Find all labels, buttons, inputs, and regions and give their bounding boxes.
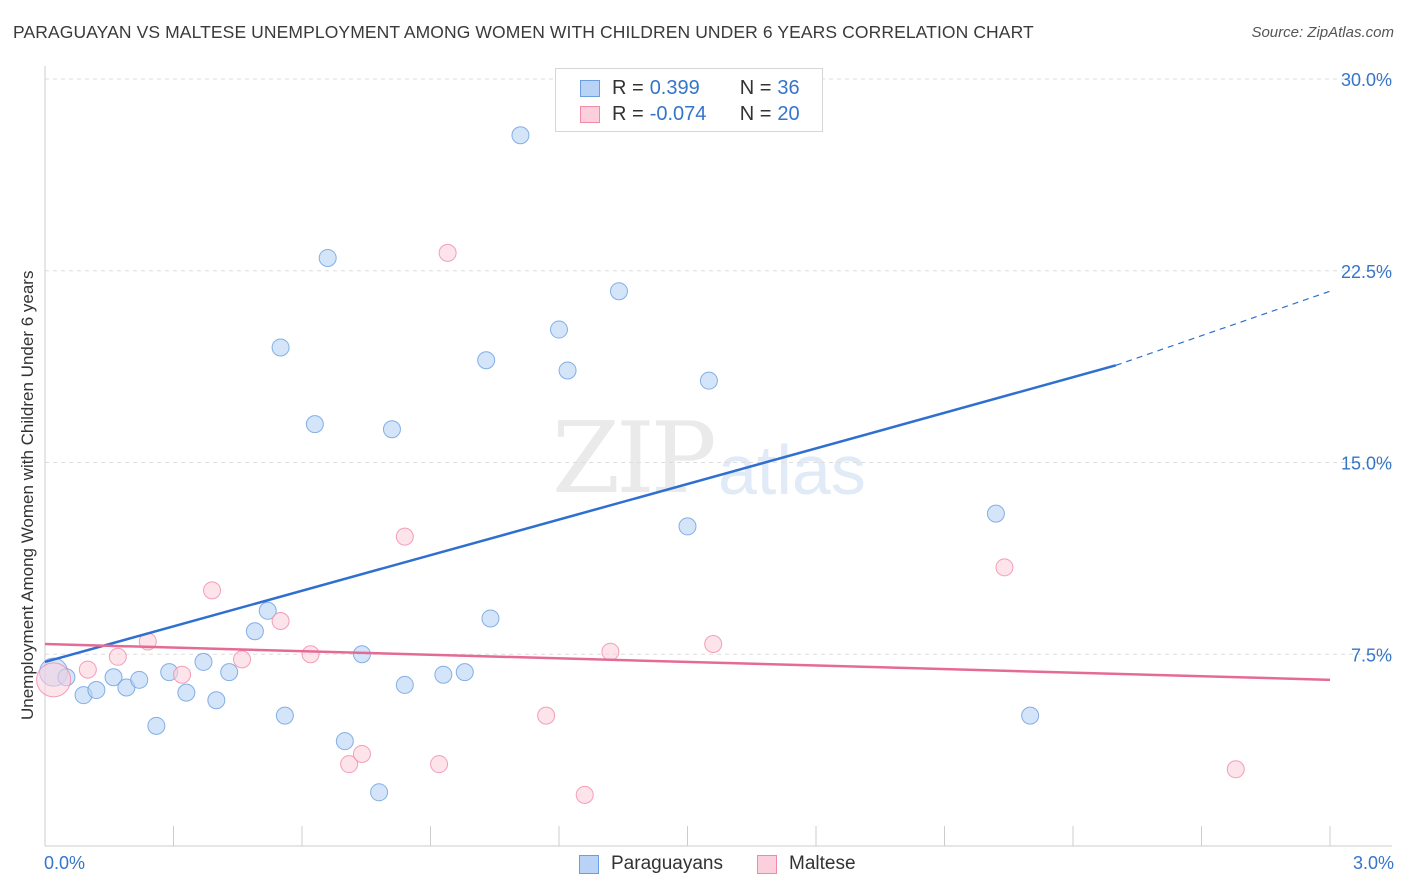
point-maltese (352, 744, 371, 763)
point-maltese (173, 665, 192, 684)
point-maltese (601, 642, 620, 661)
point-paraguayans (395, 675, 414, 694)
point-paraguayans (318, 248, 337, 267)
trendline-paraguayans-extension (1115, 290, 1331, 366)
point-paraguayans (220, 663, 239, 682)
point-paraguayans (130, 670, 149, 689)
legend-r-value: -0.074 (649, 102, 707, 125)
bottom-legend-swatch-paraguayans (579, 854, 599, 874)
point-maltese (395, 527, 414, 546)
point-maltese (575, 785, 594, 804)
trendline-maltese (44, 642, 1331, 682)
point-paraguayans (194, 652, 213, 671)
x-tick-min: 0.0% (44, 853, 86, 873)
point-paraguayans (177, 683, 196, 702)
point-maltese (1226, 760, 1245, 779)
y-tick-label: 15.0% (1341, 454, 1392, 474)
point-paraguayans (477, 351, 496, 370)
point-paraguayans (481, 609, 500, 628)
point-paraguayans (271, 338, 290, 357)
chart-title: PARAGUAYAN VS MALTESE UNEMPLOYMENT AMONG… (13, 22, 1034, 42)
point-maltese (438, 243, 457, 262)
point-paraguayans (699, 371, 718, 390)
point-paraguayans (335, 732, 354, 751)
point-paraguayans (370, 783, 389, 802)
trendline-paraguayans (44, 364, 1117, 664)
point-paraguayans (87, 681, 106, 700)
bottom-legend-label-paraguayans: Paraguayans (611, 853, 723, 874)
legend-r-label: R = (612, 76, 644, 99)
point-maltese (271, 612, 290, 631)
source-label: Source: ZipAtlas.com (1251, 24, 1394, 41)
bottom-legend-maltese: Maltese (757, 852, 856, 876)
point-paraguayans (550, 320, 568, 339)
point-maltese (704, 635, 723, 654)
point-maltese (78, 660, 97, 679)
y-tick-label: 22.5% (1341, 262, 1392, 282)
point-paraguayans (207, 691, 226, 710)
legend-n-label: N = (739, 102, 772, 125)
point-paraguayans (434, 665, 453, 684)
point-maltese (108, 647, 127, 666)
point-paraguayans (258, 601, 277, 620)
legend-n-label: N = (739, 76, 772, 99)
point-paraguayans (455, 663, 474, 682)
y-tick-label: 30.0% (1341, 70, 1392, 90)
legend-n-value: 36 (777, 76, 800, 99)
y-axis-label: Unemployment Among Women with Children U… (18, 270, 37, 720)
y-tick-label: 7.5% (1351, 645, 1392, 665)
point-paraguayans (986, 504, 1005, 523)
point-paraguayans (558, 361, 577, 380)
point-maltese (301, 645, 320, 664)
legend-r-label: R = (612, 102, 644, 125)
point-maltese (36, 662, 72, 698)
bottom-legend-swatch-maltese (757, 854, 777, 874)
point-maltese (203, 581, 222, 600)
point-paraguayans (147, 716, 166, 735)
x-tick-max: 3.0% (1352, 853, 1394, 873)
point-paraguayans (609, 282, 628, 301)
point-maltese (995, 558, 1014, 577)
watermark-zip: ZIP (552, 402, 717, 516)
point-paraguayans (382, 420, 401, 439)
point-maltese (233, 650, 252, 669)
legend-n-value: 20 (777, 102, 800, 125)
point-paraguayans (275, 706, 294, 725)
point-maltese (537, 706, 556, 725)
bottom-legend-paraguayans: Paraguayans (579, 852, 723, 876)
point-paraguayans (305, 415, 324, 434)
legend-swatch-paraguayans (580, 79, 600, 97)
legend-row-paraguayans: R = 0.399 N = 36 (580, 76, 800, 100)
point-paraguayans (1021, 706, 1040, 725)
point-paraguayans (511, 126, 530, 145)
correlation-legend: R = 0.399 N = 36 R = -0.074 N = 20 (555, 68, 823, 132)
legend-r-value: 0.399 (649, 76, 700, 99)
point-paraguayans (245, 622, 264, 641)
legend-swatch-maltese (580, 105, 600, 123)
point-maltese (430, 755, 449, 774)
bottom-legend-label-maltese: Maltese (789, 853, 856, 874)
y-axis-label-wrap: Unemployment Among Women with Children U… (18, 271, 38, 740)
point-maltese (340, 755, 359, 774)
point-paraguayans (104, 668, 123, 687)
legend-row-maltese: R = -0.074 N = 20 (580, 102, 800, 126)
point-paraguayans (678, 517, 697, 536)
